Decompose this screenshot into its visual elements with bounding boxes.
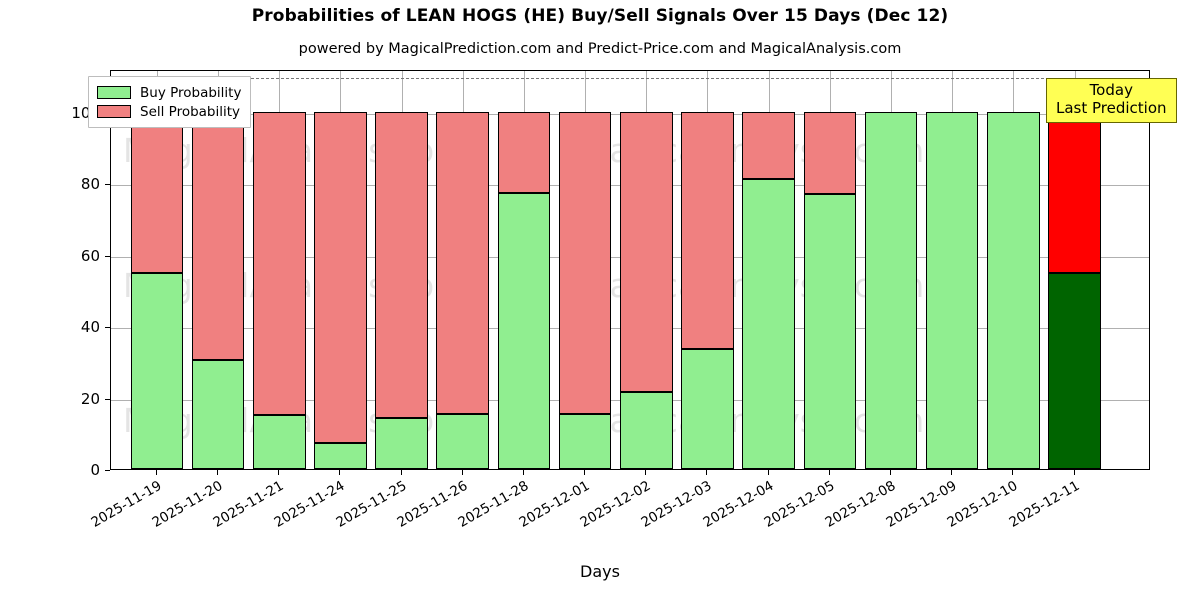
today-annotation-line2: Last Prediction <box>1056 98 1167 117</box>
y-tick-label-60: 60 <box>80 246 100 265</box>
x-tick-mark-10 <box>767 470 769 475</box>
bar-group[interactable] <box>1048 71 1101 469</box>
chart-title: Probabilities of LEAN HOGS (HE) Buy/Sell… <box>251 6 949 26</box>
bar-group[interactable] <box>436 71 490 469</box>
bar-group[interactable] <box>925 71 979 469</box>
bar-segment-buy[interactable] <box>681 349 734 469</box>
bar-segment-sell[interactable] <box>1048 111 1101 273</box>
chart-subtitle: powered by MagicalPrediction.com and Pre… <box>298 41 902 57</box>
legend-swatch-buy <box>97 86 131 99</box>
legend-label-sell: Sell Probability <box>140 103 241 120</box>
y-tick-mark-20 <box>105 398 110 400</box>
bar-segment-buy[interactable] <box>558 414 612 469</box>
x-tick-mark-15 <box>1073 470 1075 475</box>
bar-segment-buy[interactable] <box>436 413 490 469</box>
bar-segment-sell[interactable] <box>619 111 673 392</box>
bar-group[interactable] <box>803 71 857 469</box>
bars-layer <box>111 71 1149 469</box>
bar-segment-buy[interactable] <box>803 194 857 469</box>
chart-legend: Buy Probability Sell Probability <box>88 76 252 128</box>
bar-group[interactable] <box>742 71 795 469</box>
x-tick-mark-7 <box>584 470 586 475</box>
x-tick-mark-3 <box>339 470 341 475</box>
y-tick-label-20: 20 <box>80 389 100 408</box>
bar-group[interactable] <box>130 71 184 469</box>
x-tick-mark-2 <box>278 470 280 475</box>
x-tick-mark-13 <box>951 470 953 475</box>
plot-area: MagicalAnalysis.comMagicalAnalysis.comMa… <box>110 70 1150 470</box>
bar-segment-buy[interactable] <box>314 443 367 469</box>
legend-item-buy: Buy Probability <box>97 83 241 102</box>
bar-segment-buy[interactable] <box>1048 272 1101 469</box>
threshold-line <box>111 78 1149 80</box>
legend-item-sell: Sell Probability <box>97 102 241 121</box>
bar-group[interactable] <box>252 71 306 469</box>
y-tick-mark-60 <box>105 255 110 257</box>
bar-group[interactable] <box>864 71 918 469</box>
bar-group[interactable] <box>314 71 367 469</box>
bar-segment-buy[interactable] <box>252 415 306 469</box>
bar-segment-buy[interactable] <box>987 111 1040 469</box>
legend-label-buy: Buy Probability <box>140 84 242 101</box>
x-tick-mark-8 <box>645 470 647 475</box>
bar-segment-sell[interactable] <box>130 111 184 274</box>
bar-group[interactable] <box>191 71 245 469</box>
bar-segment-sell[interactable] <box>436 111 490 414</box>
bar-segment-buy[interactable] <box>742 178 795 469</box>
legend-swatch-sell <box>97 105 131 118</box>
bar-segment-buy[interactable] <box>864 111 918 469</box>
bar-segment-sell[interactable] <box>497 111 551 193</box>
x-tick-mark-11 <box>828 470 830 475</box>
bar-group[interactable] <box>375 71 428 469</box>
plot-inner: MagicalAnalysis.comMagicalAnalysis.comMa… <box>111 71 1149 469</box>
x-tick-mark-6 <box>522 470 524 475</box>
y-tick-label-0: 0 <box>90 461 100 479</box>
y-tick-mark-40 <box>105 327 110 329</box>
bar-group[interactable] <box>619 71 673 469</box>
bar-segment-sell[interactable] <box>558 111 612 414</box>
x-tick-mark-12 <box>890 470 891 475</box>
x-tick-mark-9 <box>706 470 708 475</box>
bar-segment-buy[interactable] <box>925 111 979 469</box>
bar-segment-buy[interactable] <box>497 192 551 469</box>
x-tick-mark-5 <box>461 470 463 475</box>
today-annotation: Today Last Prediction <box>1046 78 1177 124</box>
bar-group[interactable] <box>497 71 551 469</box>
y-tick-label-80: 80 <box>80 175 100 194</box>
bar-group[interactable] <box>558 71 612 469</box>
x-tick-label-15: 2025-12-11 <box>1005 477 1082 531</box>
bar-group[interactable] <box>681 71 734 469</box>
x-axis-label: Days <box>580 562 620 581</box>
bar-segment-sell[interactable] <box>803 111 857 194</box>
bar-segment-sell[interactable] <box>252 111 306 416</box>
y-tick-mark-0 <box>105 470 110 471</box>
bar-segment-sell[interactable] <box>742 111 795 179</box>
today-annotation-line1: Today <box>1089 81 1133 99</box>
bar-group[interactable] <box>987 71 1040 469</box>
bar-segment-buy[interactable] <box>619 391 673 469</box>
bar-segment-sell[interactable] <box>681 111 734 350</box>
bar-segment-buy[interactable] <box>191 359 245 469</box>
y-tick-mark-80 <box>105 184 110 186</box>
bar-segment-buy[interactable] <box>375 417 428 469</box>
bar-segment-buy[interactable] <box>130 273 184 469</box>
bar-segment-sell[interactable] <box>375 111 428 418</box>
bar-segment-sell[interactable] <box>314 111 367 444</box>
y-tick-label-40: 40 <box>80 318 100 337</box>
x-tick-mark-4 <box>400 470 402 475</box>
x-tick-mark-1 <box>217 470 219 475</box>
bar-segment-sell[interactable] <box>191 111 245 360</box>
x-tick-mark-0 <box>155 470 157 475</box>
x-tick-mark-14 <box>1012 470 1014 475</box>
